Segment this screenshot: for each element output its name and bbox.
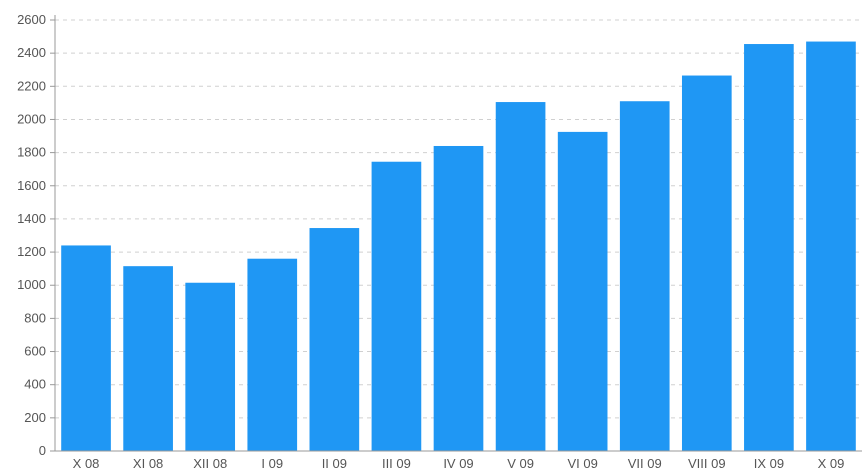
bar	[681, 75, 732, 452]
y-tick-label: 1400	[17, 211, 46, 226]
bar	[744, 44, 794, 452]
x-tick-label: IV 09	[443, 456, 473, 471]
y-tick-label: 200	[24, 410, 46, 425]
y-tick-label: 400	[24, 377, 46, 392]
bar	[619, 101, 670, 451]
bar	[495, 102, 546, 451]
bar	[123, 266, 173, 451]
y-tick-label: 800	[24, 310, 46, 325]
bars	[61, 41, 856, 452]
y-tick-label: 1800	[17, 145, 46, 160]
x-tick-label: III 09	[382, 456, 411, 471]
x-tick-label: I 09	[261, 456, 283, 471]
y-tick-label: 2000	[17, 111, 46, 126]
y-tick-label: 2200	[17, 78, 46, 93]
y-tick-labels: 0 200 400 600 800 1000 1200 1400 1600 1800 2000 220…	[17, 12, 46, 458]
y-tick-label: 2600	[17, 12, 46, 27]
bar	[557, 131, 608, 451]
bar	[61, 245, 111, 451]
x-tick-label: II 09	[322, 456, 347, 471]
axes	[50, 15, 862, 452]
x-tick-label: X 09	[818, 456, 845, 471]
bar	[309, 228, 360, 451]
x-tick-label: VI 09	[567, 456, 597, 471]
bar	[433, 145, 484, 451]
y-tick-label: 1000	[17, 277, 46, 292]
x-tick-label: X 08	[73, 456, 100, 471]
y-tick-label: 1200	[17, 244, 46, 259]
x-tick-label: VIII 09	[688, 456, 726, 471]
y-tick-label: 2400	[17, 45, 46, 60]
bar	[371, 161, 422, 451]
x-tick-label: V 09	[507, 456, 534, 471]
x-tick-label: XII 08	[193, 456, 227, 471]
y-tick-label: 600	[24, 344, 46, 359]
x-tick-labels: X 08 XI 08 XII 08 I 09 II 09 III 09 IV 09 V 09 V…	[73, 456, 845, 471]
x-tick-label: VII 09	[628, 456, 662, 471]
x-tick-label: IX 09	[754, 456, 784, 471]
bar	[806, 41, 856, 452]
y-tick-label: 0	[39, 443, 46, 458]
bar	[185, 282, 236, 451]
x-tick-label: XI 08	[133, 456, 163, 471]
y-tick-label: 1600	[17, 178, 46, 193]
bar	[247, 258, 298, 451]
